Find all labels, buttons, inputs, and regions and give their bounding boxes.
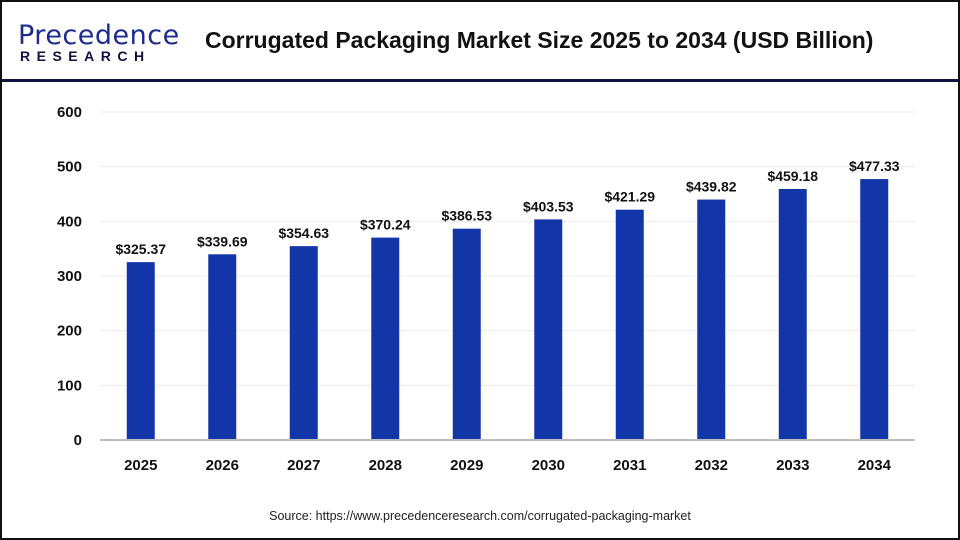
y-tick-label: 400 bbox=[57, 213, 82, 230]
x-tick-label: 2032 bbox=[695, 457, 728, 474]
bar bbox=[778, 188, 807, 440]
x-tick-label: 2030 bbox=[532, 457, 565, 474]
y-tick-label: 600 bbox=[57, 104, 82, 121]
data-label: $459.18 bbox=[767, 168, 818, 184]
bar bbox=[615, 209, 644, 440]
bar bbox=[860, 179, 889, 440]
data-label: $477.33 bbox=[849, 158, 900, 174]
x-tick-label: 2026 bbox=[206, 457, 239, 474]
data-label: $354.63 bbox=[278, 225, 329, 241]
logo-sub-text: RESEARCH bbox=[20, 48, 151, 64]
bar bbox=[289, 246, 318, 440]
x-tick-label: 2025 bbox=[124, 457, 157, 474]
bar bbox=[697, 199, 726, 440]
x-tick-label: 2031 bbox=[613, 457, 646, 474]
chart-title: Corrugated Packaging Market Size 2025 to… bbox=[205, 27, 874, 53]
data-label: $421.29 bbox=[604, 189, 655, 205]
data-label: $403.53 bbox=[523, 198, 574, 214]
y-tick-label: 0 bbox=[74, 432, 82, 449]
data-label: $439.82 bbox=[686, 179, 737, 195]
y-tick-label: 100 bbox=[57, 377, 82, 394]
x-tick-label: 2034 bbox=[858, 457, 892, 474]
bar bbox=[371, 237, 400, 440]
x-tick-label: 2027 bbox=[287, 457, 320, 474]
y-tick-label: 300 bbox=[57, 268, 82, 285]
y-tick-label: 500 bbox=[57, 159, 82, 176]
y-tick-label: 200 bbox=[57, 323, 82, 340]
data-label: $325.37 bbox=[115, 241, 166, 257]
x-tick-label: 2033 bbox=[776, 457, 809, 474]
source-text: Source: https://www.precedenceresearch.c… bbox=[269, 509, 691, 523]
data-label: $370.24 bbox=[360, 217, 411, 233]
logo-main-text: Precedence bbox=[18, 20, 180, 51]
x-tick-label: 2029 bbox=[450, 457, 483, 474]
bar bbox=[534, 219, 563, 440]
header-divider bbox=[2, 79, 958, 82]
data-label: $339.69 bbox=[197, 233, 248, 249]
x-tick-label: 2028 bbox=[369, 457, 402, 474]
bar bbox=[208, 254, 237, 440]
precedence-research-logo: Precedence RESEARCH bbox=[16, 20, 179, 65]
bar bbox=[126, 262, 155, 440]
data-label: $386.53 bbox=[441, 208, 492, 224]
bar bbox=[452, 228, 481, 440]
